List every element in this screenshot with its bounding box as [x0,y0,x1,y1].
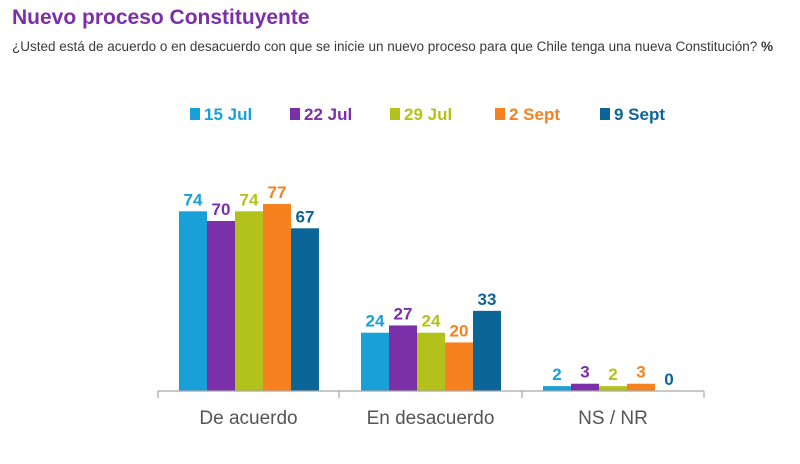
category-label-de-acuerdo: De acuerdo [199,408,297,429]
bar-ns-nr-15-jul [543,386,571,391]
bar-de-acuerdo-22-jul [207,221,235,391]
bar-en-desacuerdo-2-sept [445,342,473,391]
bar-de-acuerdo-15-jul [179,211,207,391]
value-label-ns-nr-9-sept: 0 [664,370,673,389]
subtitle-unit: % [761,39,774,54]
bar-en-desacuerdo-9-sept [473,310,501,391]
bar-en-desacuerdo-29-jul [417,332,445,391]
value-label-de-acuerdo-22-jul: 70 [212,200,231,219]
bar-en-desacuerdo-15-jul [361,332,389,391]
legend-label-9-sept: 9 Sept [614,105,665,124]
bar-de-acuerdo-2-sept [263,204,291,391]
chart-title: Nuevo proceso Constituyente [12,6,310,29]
legend-swatch-2-sept [495,108,505,120]
value-label-de-acuerdo-29-jul: 74 [240,190,259,209]
x-axis: De acuerdo En desacuerdo NS / NR [157,390,705,429]
value-label-ns-nr-22-jul: 3 [580,363,589,382]
legend-label-29-jul: 29 Jul [404,105,452,124]
legend-label-22-jul: 22 Jul [304,105,352,124]
bar-ns-nr-29-jul [599,386,627,391]
value-label-de-acuerdo-2-sept: 77 [268,183,287,202]
value-label-en-desacuerdo-29-jul: 24 [422,312,441,331]
legend-swatch-9-sept [600,108,610,120]
bar-de-acuerdo-29-jul [235,211,263,391]
legend-swatch-29-jul [390,108,400,120]
bar-ns-nr-22-jul [571,383,599,391]
value-label-ns-nr-2-sept: 3 [636,363,645,382]
legend-swatch-15-jul [190,108,200,120]
chart-subtitle: ¿Usted está de acuerdo o en desacuerdo c… [12,38,782,55]
subtitle-question: ¿Usted está de acuerdo o en desacuerdo c… [12,39,758,54]
legend-swatch-22-jul [290,108,300,120]
value-label-de-acuerdo-15-jul: 74 [184,190,203,209]
value-label-en-desacuerdo-22-jul: 27 [394,304,413,323]
category-label-en-desacuerdo: En desacuerdo [367,408,495,429]
bar-ns-nr-2-sept [627,383,655,391]
value-label-ns-nr-15-jul: 2 [552,365,561,384]
legend: 15 Jul 22 Jul 29 Jul 2 Sept 9 Sept [190,105,665,124]
value-label-de-acuerdo-9-sept: 67 [296,207,315,226]
value-label-en-desacuerdo-9-sept: 33 [478,290,497,309]
bar-de-acuerdo-9-sept [291,228,319,391]
legend-label-2-sept: 2 Sept [509,105,560,124]
category-label-ns-nr: NS / NR [578,408,648,429]
legend-label-15-jul: 15 Jul [204,105,252,124]
bar-en-desacuerdo-22-jul [389,325,417,391]
value-label-en-desacuerdo-2-sept: 20 [450,321,469,340]
value-label-ns-nr-29-jul: 2 [608,365,617,384]
value-label-en-desacuerdo-15-jul: 24 [366,312,385,331]
